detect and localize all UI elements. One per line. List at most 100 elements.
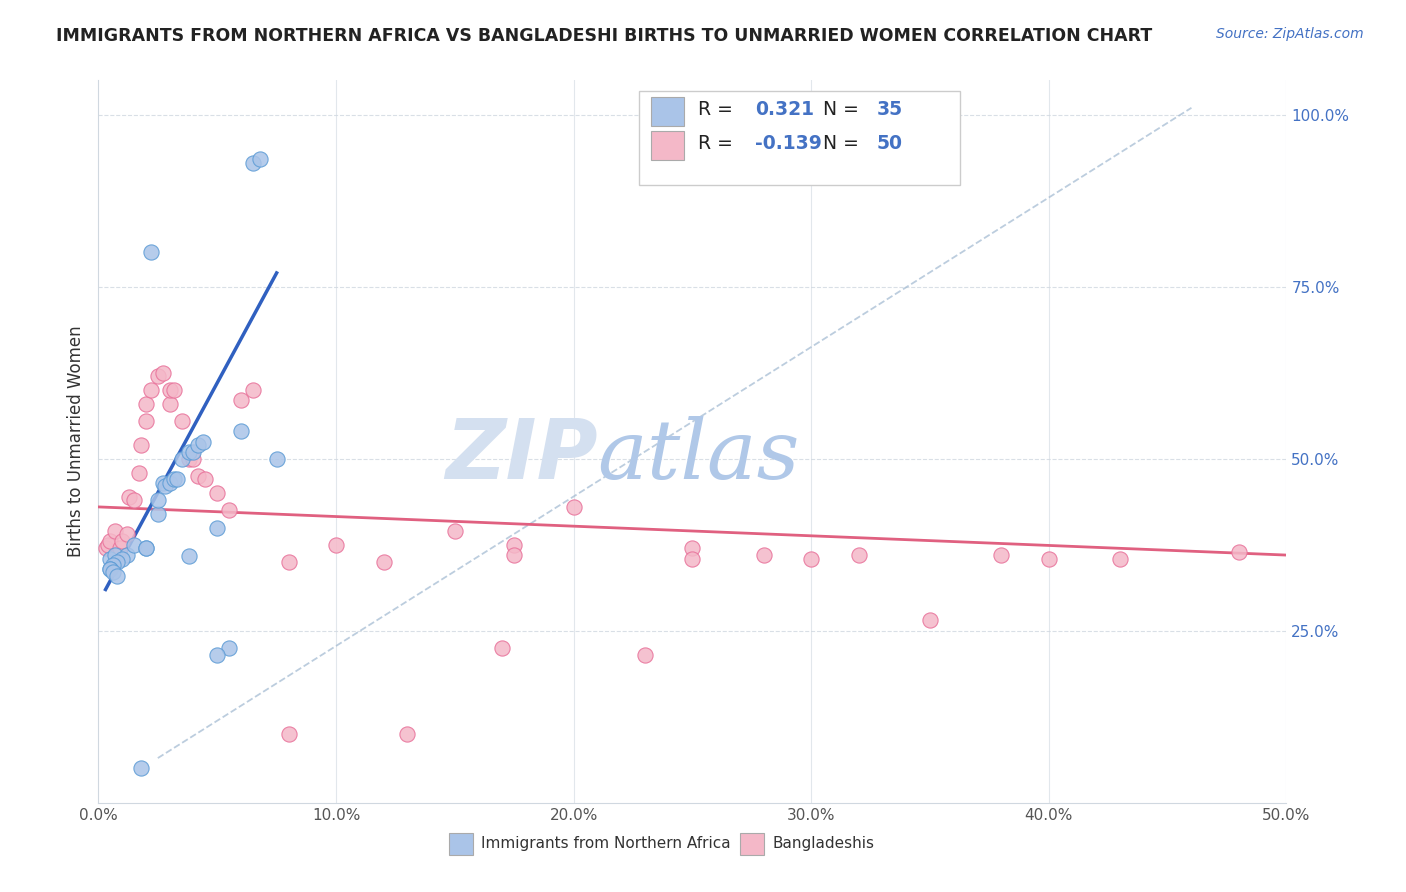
Bar [638, 91, 960, 185]
Point [207, 520, 229, 534]
Point [153, 479, 176, 493]
Point [159, 475, 181, 490]
Point [118, 490, 141, 504]
Point [990, 548, 1012, 562]
Point [177, 549, 200, 564]
Text: Source: ZipAtlas.com: Source: ZipAtlas.com [1216, 27, 1364, 41]
Point [1109, 551, 1132, 566]
Point [94, 541, 117, 556]
Point [98, 562, 121, 576]
Point [115, 527, 138, 541]
Bar [740, 833, 763, 855]
Point [752, 548, 775, 562]
Text: N =: N = [823, 135, 865, 153]
Point [98, 551, 121, 566]
Point [101, 558, 124, 573]
Point [503, 548, 526, 562]
Point [152, 366, 174, 380]
Point [135, 541, 157, 556]
Point [191, 434, 214, 449]
Point [562, 500, 585, 514]
Point [183, 451, 205, 466]
Text: -0.139: -0.139 [755, 135, 823, 153]
Point [152, 475, 174, 490]
Point [122, 493, 145, 508]
Point [681, 551, 703, 566]
Point [159, 397, 181, 411]
Point [97, 538, 120, 552]
Point [111, 534, 134, 549]
Point [107, 548, 129, 562]
Point [177, 445, 200, 459]
Point [177, 451, 200, 466]
Bar [449, 833, 472, 855]
Point [163, 472, 186, 486]
Text: Immigrants from Northern Africa: Immigrants from Northern Africa [481, 837, 731, 852]
Text: atlas: atlas [598, 416, 800, 496]
Point [491, 640, 513, 655]
Point [146, 369, 169, 384]
Point [129, 438, 152, 452]
Point [166, 472, 188, 486]
Bar [651, 97, 685, 126]
Point [266, 451, 288, 466]
Point [1038, 551, 1060, 566]
Point [1227, 544, 1250, 558]
Point [170, 451, 193, 466]
Point [98, 534, 121, 549]
Point [107, 568, 129, 582]
Text: 50: 50 [876, 135, 903, 153]
Point [101, 566, 124, 580]
Point [207, 648, 229, 662]
Point [848, 548, 870, 562]
Point [107, 555, 129, 569]
Point [170, 414, 193, 428]
Point [277, 555, 299, 569]
Point [218, 640, 240, 655]
Point [634, 648, 657, 662]
Text: 0.321: 0.321 [755, 101, 814, 120]
Point [229, 424, 252, 438]
Point [108, 541, 131, 556]
Point [98, 562, 121, 576]
Point [104, 524, 127, 538]
Point [229, 393, 252, 408]
Point [681, 541, 703, 556]
Point [194, 472, 217, 486]
Text: R =: R = [699, 101, 740, 120]
Point [249, 153, 271, 167]
Point [129, 761, 152, 775]
Point [920, 614, 942, 628]
Bar [651, 131, 685, 160]
Point [159, 383, 181, 397]
Point [135, 541, 157, 556]
Point [183, 445, 205, 459]
Point [115, 548, 138, 562]
Point [396, 727, 419, 741]
Point [242, 156, 264, 170]
Point [146, 493, 169, 508]
Point [277, 727, 299, 741]
Point [207, 486, 229, 500]
Point [128, 466, 150, 480]
Point [242, 383, 264, 397]
Text: N =: N = [823, 101, 865, 120]
Point [135, 414, 157, 428]
Text: 35: 35 [876, 101, 903, 120]
Point [187, 469, 209, 483]
Point [146, 507, 169, 521]
Point [503, 538, 526, 552]
Text: Bangladeshis: Bangladeshis [772, 837, 875, 852]
Y-axis label: Births to Unmarried Women: Births to Unmarried Women [66, 326, 84, 558]
Point [163, 383, 186, 397]
Point [104, 548, 127, 562]
Point [135, 397, 157, 411]
Point [444, 524, 467, 538]
Text: R =: R = [699, 135, 740, 153]
Point [373, 555, 395, 569]
Point [111, 551, 134, 566]
Point [139, 383, 162, 397]
Point [800, 551, 823, 566]
Point [187, 438, 209, 452]
Point [218, 503, 240, 517]
